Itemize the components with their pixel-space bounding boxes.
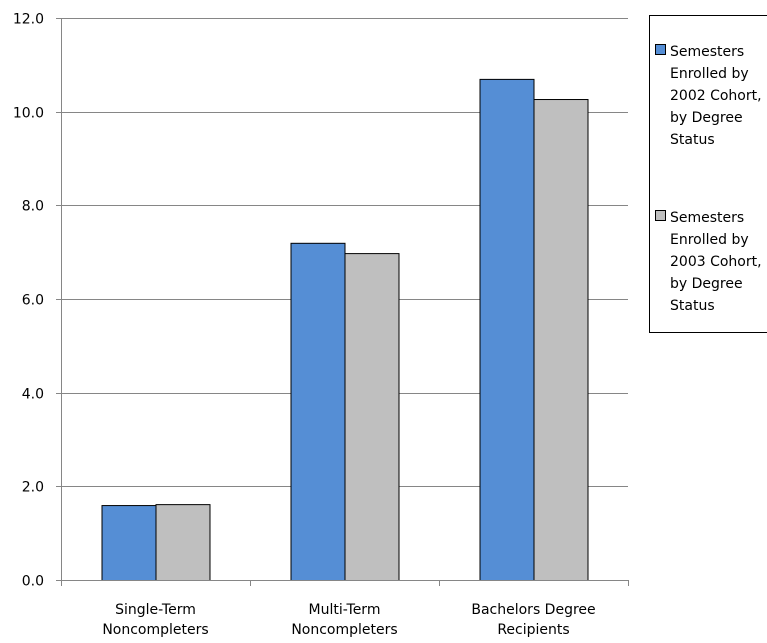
y-tick-label: 2.0: [22, 480, 44, 496]
x-axis-labels: Single-Term Noncompleters Multi-Term Noncom…: [102, 602, 595, 638]
x-category-label: Single-Term: [115, 602, 196, 618]
legend-label: by Degree: [670, 110, 743, 126]
x-category-label: Noncompleters: [102, 622, 208, 638]
legend: Semesters Enrolled by 2002 Cohort, by Degre…: [649, 15, 767, 333]
bar: [344, 253, 400, 581]
legend-swatch: [655, 210, 666, 221]
x-category-label: Multi-Term: [309, 602, 381, 618]
y-tick-label: 4.0: [22, 387, 44, 403]
legend-label: 2002 Cohort,: [670, 88, 762, 104]
legend-label: Enrolled by: [670, 232, 749, 248]
legend-label: by Degree: [670, 276, 743, 292]
legend-label: Enrolled by: [670, 66, 749, 82]
legend-label: Semesters: [670, 44, 744, 60]
bar: [155, 504, 211, 582]
y-tick-label: 12.0: [13, 12, 44, 28]
y-tick-label: 6.0: [22, 293, 44, 309]
bar: [533, 99, 589, 581]
legend-label: Status: [670, 132, 715, 148]
y-tick-label: 8.0: [22, 199, 44, 215]
bar: [101, 505, 157, 582]
bar: [479, 78, 535, 581]
legend-box: [649, 15, 767, 333]
legend-swatch: [655, 44, 666, 55]
y-tick-label: 10.0: [13, 106, 44, 122]
x-category-label: Recipients: [497, 622, 569, 638]
bar: [290, 242, 346, 582]
legend-label: 2003 Cohort,: [670, 254, 762, 270]
x-category-label: Bachelors Degree: [471, 602, 595, 618]
legend-label: Status: [670, 298, 715, 314]
y-axis-ticks: 0.0 2.0 4.0 6.0 8.0 10.0 12.0: [13, 12, 61, 590]
x-category-label: Noncompleters: [291, 622, 397, 638]
bars: [101, 78, 589, 582]
axes: [61, 18, 629, 586]
legend-label: Semesters: [670, 210, 744, 226]
y-tick-label: 0.0: [22, 574, 44, 590]
